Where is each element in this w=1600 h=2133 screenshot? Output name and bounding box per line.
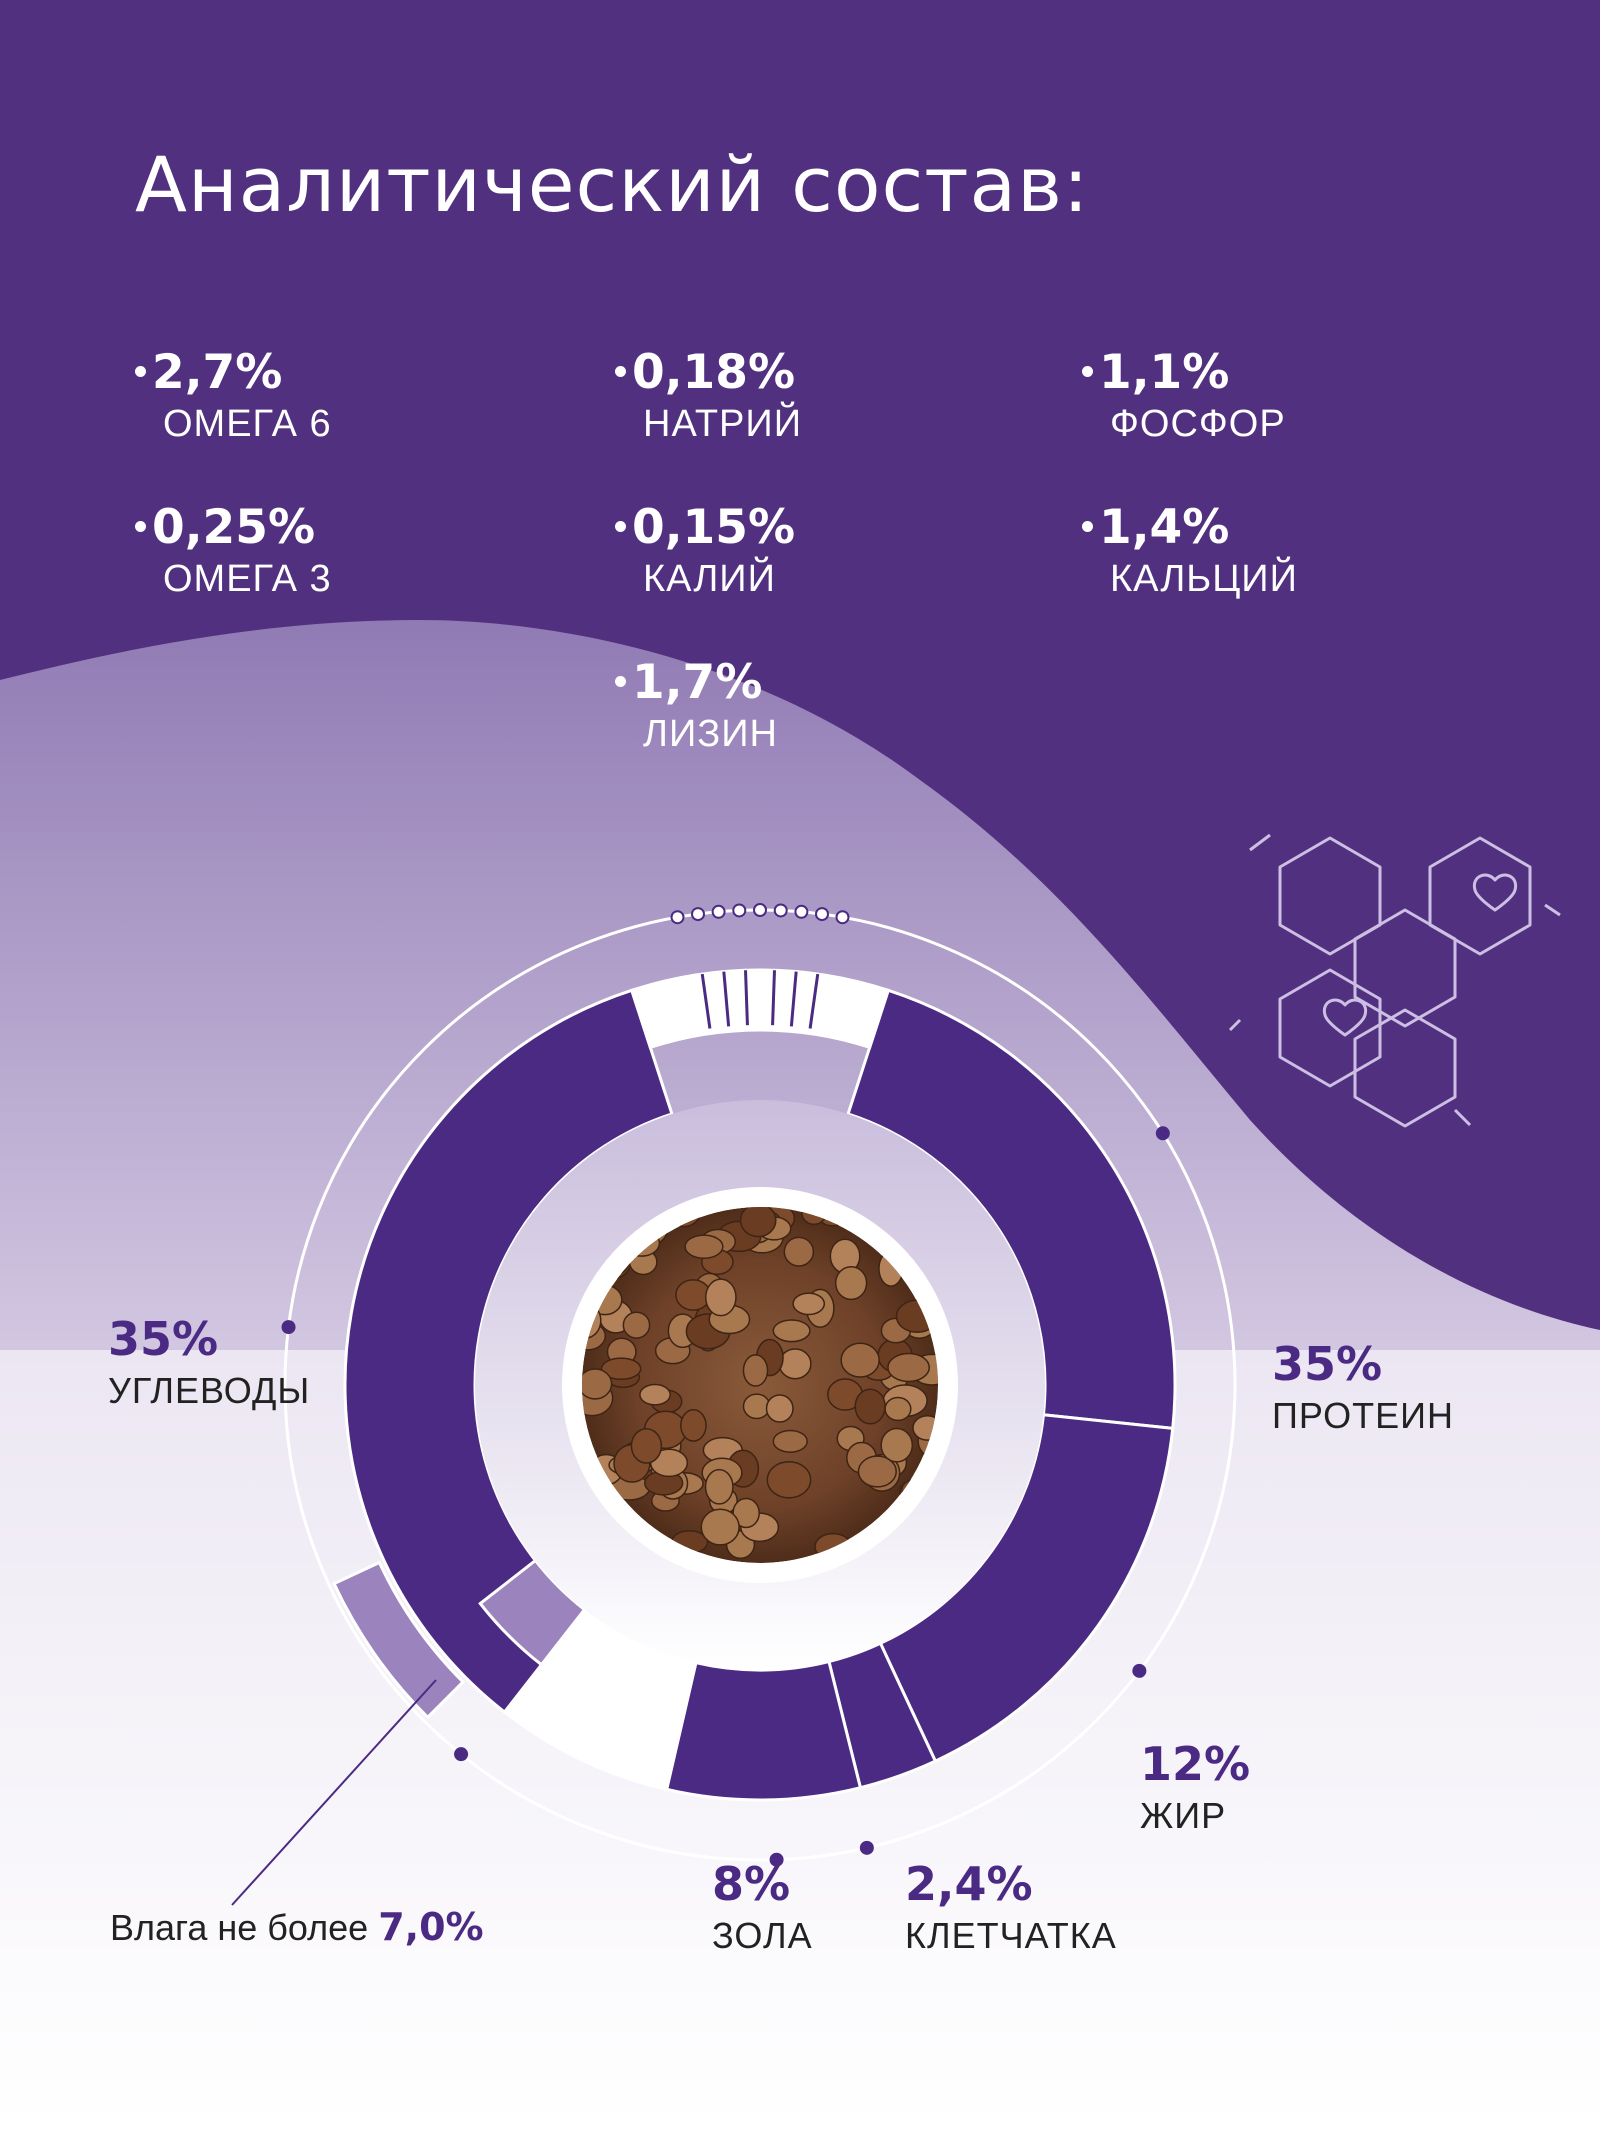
nutrient-value: 1,7% (615, 655, 778, 711)
kibble (765, 1394, 794, 1423)
segment-moisture (332, 1560, 466, 1720)
kibble (742, 1393, 771, 1420)
ring-dot (773, 903, 788, 918)
kibble (854, 1388, 886, 1425)
kibble (834, 1265, 868, 1301)
label-fiber: 2,4% КЛЕТЧАТКА (905, 1855, 1117, 1959)
segment-minor-line (808, 973, 820, 1029)
kibble (840, 1342, 880, 1378)
ash-value: 8% (712, 1857, 791, 1911)
kibble (704, 1468, 734, 1505)
ring-dot (1155, 1126, 1170, 1141)
ring-dot (1132, 1663, 1147, 1678)
moisture-note: Влага не более 7,0% (110, 1905, 484, 1949)
protein-label: ПРОТЕИН (1272, 1395, 1454, 1436)
moisture-value: 7,0% (378, 1905, 484, 1949)
kibble (600, 1357, 642, 1381)
kibble (732, 1497, 760, 1529)
nutrient-calcium: 1,4% КАЛЬЦИЙ (1082, 500, 1298, 602)
nutrient-name: ОМЕГА 6 (163, 403, 332, 445)
protein-value: 35% (1272, 1337, 1383, 1391)
ring-dot (835, 910, 850, 925)
carbs-label: УГЛЕВОДЫ (108, 1370, 311, 1411)
fiber-label: КЛЕТЧАТКА (905, 1915, 1117, 1956)
kibble (639, 1383, 671, 1406)
ring-dot (732, 903, 747, 918)
ring-dot (859, 1840, 874, 1855)
fiber-value: 2,4% (905, 1857, 1033, 1911)
carbs-value: 35% (108, 1312, 219, 1366)
fat-label: ЖИР (1140, 1795, 1227, 1836)
moisture-text: Влага не более (110, 1907, 369, 1948)
ring-dot (753, 903, 767, 917)
label-carbs: 35% УГЛЕВОДЫ (108, 1310, 310, 1414)
kibble (684, 1234, 724, 1260)
ring-markers (281, 903, 1170, 1867)
ring-dot (769, 1852, 784, 1867)
nutrient-name: ЛИЗИН (643, 713, 778, 755)
label-protein: 35% ПРОТЕИН (1272, 1335, 1454, 1439)
segment-minor-line (771, 970, 776, 1026)
ring-dot (814, 907, 829, 922)
purple-wave (0, 0, 1600, 1330)
kibble (742, 1354, 769, 1387)
nutrient-value: 1,4% (1082, 500, 1298, 556)
nutrient-name: ФОСФОР (1110, 403, 1286, 445)
kibble (680, 1409, 707, 1442)
nutrient-value: 1,1% (1082, 345, 1286, 401)
kibble (792, 1292, 826, 1316)
kibble (880, 1427, 914, 1463)
nutrient-name: ОМЕГА 3 (163, 558, 332, 600)
ring-dot (670, 910, 685, 925)
segment-minor (629, 968, 891, 1050)
label-ash: 8% ЗОЛА (712, 1855, 813, 1959)
nutrient-name: НАТРИЙ (643, 403, 803, 445)
nutrient-omega3: 0,25% ОМЕГА 3 (135, 500, 332, 602)
kibble (887, 1352, 930, 1383)
ring-dot (691, 907, 706, 922)
kibble (700, 1508, 740, 1546)
kibble (772, 1429, 808, 1453)
segment-ash (664, 1659, 863, 1802)
segment-minor-line (722, 971, 731, 1027)
kibble (884, 1396, 912, 1422)
nutrient-value: 2,7% (135, 345, 332, 401)
nutrient-name: КАЛЬЦИЙ (1110, 558, 1298, 600)
page-title: Аналитический состав: (135, 140, 1090, 229)
nutrient-potassium: 0,15% КАЛИЙ (615, 500, 795, 602)
kibble (630, 1427, 663, 1464)
moisture-leader (231, 1679, 437, 1906)
kibble (766, 1461, 812, 1499)
kibble (857, 1455, 897, 1488)
ring-dot (794, 904, 809, 919)
donut-chart (332, 968, 1177, 1802)
segment-minor-line (744, 970, 749, 1026)
segment-minor-line (700, 973, 712, 1029)
nutrient-value: 0,25% (135, 500, 332, 556)
kibble (783, 1236, 815, 1267)
segment-minor-line (789, 971, 798, 1027)
kibble (582, 1368, 613, 1400)
kibble (622, 1311, 651, 1339)
kibble (778, 1348, 812, 1380)
kibble (704, 1278, 737, 1317)
ring-dot (454, 1747, 469, 1762)
label-fat: 12% ЖИР (1140, 1735, 1250, 1839)
kibble (739, 1207, 777, 1238)
ring-dot (711, 904, 726, 919)
ash-label: ЗОЛА (712, 1915, 813, 1956)
ring-dot (281, 1320, 296, 1335)
nutrient-name: КАЛИЙ (643, 558, 776, 600)
nutrient-value: 0,18% (615, 345, 802, 401)
nutrient-value: 0,15% (615, 500, 795, 556)
kibble (772, 1319, 811, 1343)
nutrient-omega6: 2,7% ОМЕГА 6 (135, 345, 332, 447)
hexagon-hearts-icon (1228, 833, 1561, 1128)
nutrient-sodium: 0,18% НАТРИЙ (615, 345, 802, 447)
nutrient-lysine: 1,7% ЛИЗИН (615, 655, 778, 757)
fat-value: 12% (1140, 1737, 1251, 1791)
nutrient-phosphorus: 1,1% ФОСФОР (1082, 345, 1286, 447)
